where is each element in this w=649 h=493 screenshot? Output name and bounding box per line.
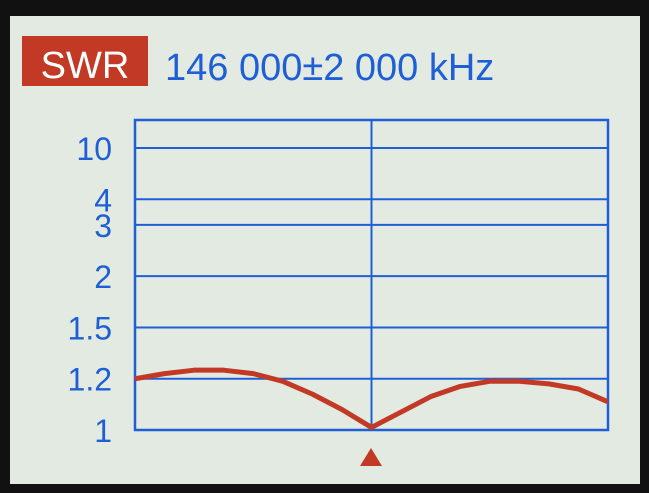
display xyxy=(10,16,640,484)
y-tick-label: 3 xyxy=(94,208,112,244)
y-tick-label: 1 xyxy=(94,413,112,449)
y-tick-label: 1.5 xyxy=(68,310,112,346)
y-tick-label: 1.2 xyxy=(68,362,112,398)
badge-bg xyxy=(22,36,148,86)
y-tick-label: 2 xyxy=(94,259,112,295)
y-tick-label: 4 xyxy=(94,182,112,218)
swr-line xyxy=(134,367,609,430)
chart-title: 146 000±2 000 kHz xyxy=(165,47,494,89)
plot-frame xyxy=(133,118,610,432)
center-marker xyxy=(360,448,382,466)
badge: SWR xyxy=(41,45,130,87)
y-tick-label: 10 xyxy=(76,131,112,167)
